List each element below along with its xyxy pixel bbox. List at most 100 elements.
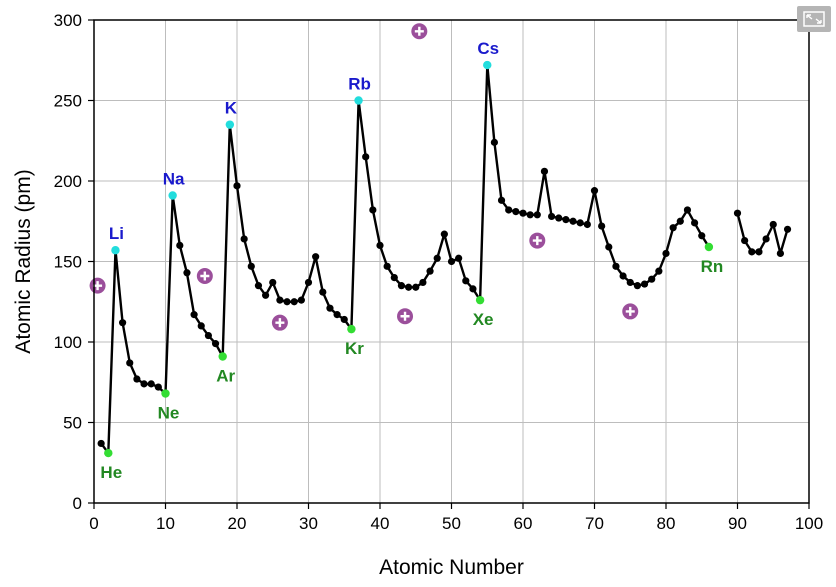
- data-point: [540, 167, 549, 175]
- data-point: [648, 275, 656, 283]
- data-point: [204, 331, 212, 340]
- data-point: [247, 262, 255, 270]
- highlight-point: [168, 191, 177, 200]
- data-point: [362, 153, 370, 161]
- element-label-rb: Rb: [348, 75, 371, 94]
- element-label-rn: Rn: [701, 257, 724, 276]
- plus-marker[interactable]: [196, 267, 213, 284]
- plus-markers[interactable]: [89, 23, 639, 331]
- x-tick-label: 90: [728, 514, 747, 533]
- data-point: [569, 217, 577, 225]
- highlight-point: [354, 96, 363, 105]
- plus-marker[interactable]: [271, 314, 288, 331]
- data-point: [440, 230, 448, 238]
- series-lines: [100, 63, 789, 455]
- plus-marker[interactable]: [622, 303, 639, 320]
- data-point: [290, 298, 298, 306]
- data-point: [304, 278, 313, 287]
- plus-marker[interactable]: [89, 277, 106, 294]
- data-point: [526, 211, 534, 219]
- data-point: [97, 439, 105, 448]
- data-points: [97, 60, 792, 458]
- element-label-cs: Cs: [477, 39, 499, 58]
- data-point: [283, 298, 291, 306]
- plus-marker[interactable]: [529, 232, 546, 249]
- element-label-xe: Xe: [473, 310, 494, 329]
- plus-icon: [400, 311, 410, 321]
- plus-marker[interactable]: [397, 308, 414, 325]
- plus-marker[interactable]: [411, 23, 428, 40]
- data-point: [469, 285, 477, 293]
- data-point: [669, 224, 677, 232]
- element-label-kr: Kr: [345, 339, 364, 358]
- plus-icon: [532, 236, 542, 246]
- data-point: [126, 359, 134, 367]
- plus-icon: [414, 26, 424, 36]
- data-point: [676, 217, 684, 225]
- data-point: [197, 322, 205, 330]
- element-label-ar: Ar: [216, 366, 235, 385]
- plus-icon: [275, 318, 285, 328]
- data-point: [626, 278, 634, 287]
- data-point: [154, 383, 162, 391]
- data-point: [512, 207, 520, 216]
- data-point: [433, 254, 441, 262]
- data-point: [119, 319, 127, 327]
- data-point: [655, 267, 663, 275]
- data-point: [340, 315, 348, 324]
- data-point: [633, 282, 642, 290]
- data-point: [397, 282, 406, 290]
- plus-icon: [625, 306, 635, 316]
- element-label-he: He: [100, 463, 122, 482]
- data-point: [326, 304, 334, 312]
- plus-icon: [200, 271, 210, 281]
- data-point: [183, 269, 191, 277]
- data-point: [733, 209, 742, 217]
- data-point: [390, 274, 398, 282]
- element-label-k: K: [225, 99, 238, 118]
- data-point: [533, 211, 541, 219]
- expand-button[interactable]: [797, 6, 831, 32]
- data-point: [583, 220, 591, 229]
- expand-icon: [803, 11, 825, 27]
- element-labels: He Ne Ar Kr Xe Rn Li Na K Rb Cs: [100, 39, 723, 482]
- data-point: [776, 249, 785, 258]
- data-point: [133, 375, 141, 383]
- data-point: [147, 380, 155, 388]
- data-point: [755, 248, 763, 256]
- element-label-li: Li: [109, 224, 124, 243]
- data-point: [762, 235, 770, 243]
- series-line: [100, 63, 710, 455]
- data-point: [605, 243, 613, 251]
- highlight-point: [161, 389, 170, 398]
- series-line: [736, 212, 789, 255]
- data-point: [612, 262, 620, 270]
- x-tick-label: 10: [156, 514, 175, 533]
- data-point: [276, 296, 284, 304]
- y-tick-label: 100: [54, 333, 82, 352]
- y-tick-label: 200: [54, 172, 82, 191]
- highlight-point: [104, 448, 113, 458]
- data-point: [490, 138, 498, 146]
- data-point: [562, 216, 570, 224]
- data-point: [640, 280, 649, 288]
- x-tick-label: 60: [514, 514, 533, 533]
- data-point: [741, 236, 749, 245]
- data-point: [447, 257, 456, 266]
- data-point: [383, 262, 391, 270]
- x-tick-label: 80: [657, 514, 676, 533]
- data-point: [519, 209, 527, 217]
- x-tick-label: 20: [228, 514, 247, 533]
- data-point: [590, 187, 599, 195]
- data-point: [211, 340, 220, 348]
- data-point: [405, 283, 413, 291]
- data-point: [240, 235, 248, 243]
- x-tick-label: 100: [795, 514, 823, 533]
- data-point: [598, 222, 606, 230]
- highlight-point: [704, 242, 714, 252]
- data-point: [140, 380, 148, 388]
- data-point: [619, 272, 627, 280]
- data-point: [683, 206, 692, 214]
- data-point: [269, 278, 277, 287]
